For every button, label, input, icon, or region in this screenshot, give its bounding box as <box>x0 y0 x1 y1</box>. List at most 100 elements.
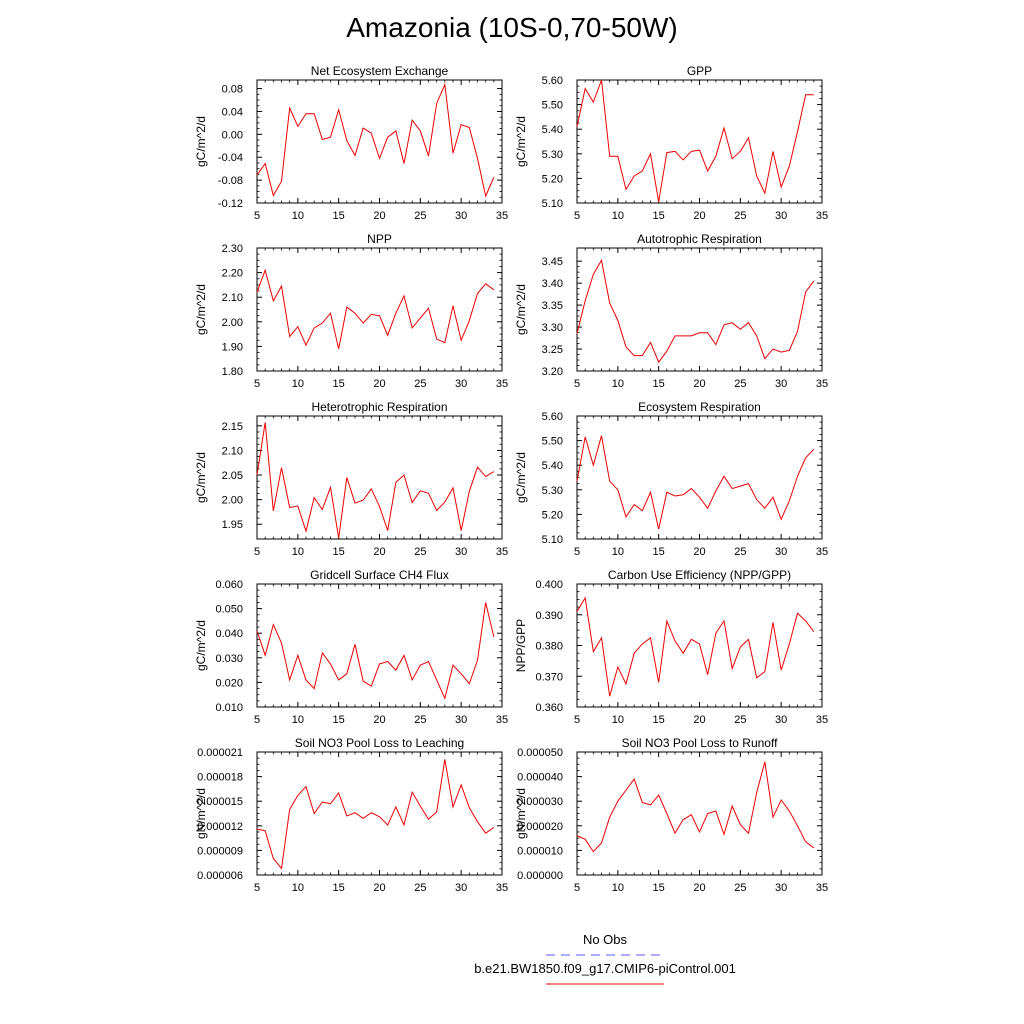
x-tick-label: 20 <box>693 714 705 726</box>
x-tick-label: 15 <box>653 210 665 222</box>
y-axis-label: gC/m^2/d <box>514 452 528 503</box>
plot-frame <box>576 415 823 540</box>
x-tick-label: 30 <box>455 714 467 726</box>
series-line <box>256 268 495 349</box>
y-tick-label: 0.030 <box>215 653 243 665</box>
series-line <box>256 422 495 539</box>
x-tick-label: 5 <box>574 210 580 222</box>
x-tick-label: 30 <box>775 546 787 558</box>
panel-5: Heterotrophic Respiration gC/m^2/d 5 10 15 20… <box>194 400 508 558</box>
x-tick-label: 15 <box>333 714 345 726</box>
x-tick-label: 35 <box>496 882 508 894</box>
y-axis-label: gN/m^2/d <box>194 788 208 839</box>
panel-title: Soil NO3 Pool Loss to Runoff <box>622 736 779 750</box>
y-tick-label: 0.000020 <box>517 821 563 833</box>
y-tick-label: -0.12 <box>218 198 243 210</box>
x-tick-label: 15 <box>333 378 345 390</box>
x-tick-label: 30 <box>775 714 787 726</box>
plot-frame <box>256 583 503 708</box>
y-tick-label: 2.05 <box>222 470 243 482</box>
panel-title: Ecosystem Respiration <box>638 400 761 414</box>
y-tick-label: 2.15 <box>222 421 243 433</box>
x-tick-label: 20 <box>693 546 705 558</box>
plot-frame <box>576 751 823 876</box>
x-tick-label: 30 <box>775 210 787 222</box>
y-tick-label: 2.00 <box>222 317 243 329</box>
y-tick-label: 5.60 <box>542 75 563 87</box>
x-tick-label: 20 <box>373 546 385 558</box>
y-tick-label: 5.10 <box>542 534 563 546</box>
y-tick-label: 5.10 <box>542 198 563 210</box>
panel-title: Carbon Use Efficiency (NPP/GPP) <box>608 568 791 582</box>
y-tick-label: 0.000021 <box>197 747 243 759</box>
panel-title: GPP <box>687 64 712 78</box>
x-tick-label: 30 <box>455 546 467 558</box>
y-axis-label: gC/m^2/d <box>514 284 528 335</box>
x-tick-label: 30 <box>455 378 467 390</box>
y-tick-label: 0.040 <box>215 628 243 640</box>
y-tick-label: 0.010 <box>215 702 243 714</box>
x-tick-label: 25 <box>414 378 426 390</box>
panel-10: Soil NO3 Pool Loss to Runoff gN/m^2/d 5 10 1… <box>514 736 828 894</box>
y-tick-label: 0.000009 <box>197 845 243 857</box>
x-tick-label: 25 <box>414 714 426 726</box>
y-tick-label: 3.40 <box>542 278 563 290</box>
y-tick-label: 3.20 <box>542 366 563 378</box>
y-tick-label: 0.000015 <box>197 796 243 808</box>
y-tick-label: 5.60 <box>542 411 563 423</box>
x-tick-label: 25 <box>734 378 746 390</box>
series-line <box>576 435 815 530</box>
y-tick-label: 3.25 <box>542 344 563 356</box>
x-tick-label: 15 <box>653 546 665 558</box>
y-tick-label: 0.050 <box>215 604 243 616</box>
y-tick-label: 5.50 <box>542 436 563 448</box>
y-tick-label: 0.000000 <box>517 870 563 882</box>
x-tick-label: 10 <box>292 546 304 558</box>
plot-frame <box>256 79 503 204</box>
y-axis-label: gC/m^2/d <box>194 620 208 671</box>
y-tick-label: 2.10 <box>222 292 243 304</box>
x-tick-label: 5 <box>574 882 580 894</box>
y-tick-label: 5.20 <box>542 509 563 521</box>
plot-frame <box>256 751 503 876</box>
x-tick-label: 15 <box>333 210 345 222</box>
x-tick-label: 5 <box>254 882 260 894</box>
y-tick-label: 3.30 <box>542 322 563 334</box>
x-tick-label: 35 <box>816 210 828 222</box>
x-tick-label: 10 <box>292 882 304 894</box>
x-tick-label: 20 <box>693 378 705 390</box>
plot-frame <box>256 415 503 540</box>
x-tick-label: 10 <box>292 714 304 726</box>
x-tick-label: 25 <box>734 546 746 558</box>
y-tick-label: 0.000006 <box>197 870 243 882</box>
panel-8: Carbon Use Efficiency (NPP/GPP) NPP/GPP 5 1… <box>514 568 828 726</box>
y-tick-label: 0.000018 <box>197 772 243 784</box>
series-line <box>256 759 495 870</box>
y-tick-label: 5.20 <box>542 173 563 185</box>
plot-frame <box>576 79 823 204</box>
panel-title: Heterotrophic Respiration <box>311 400 447 414</box>
x-tick-label: 15 <box>653 378 665 390</box>
x-tick-label: 5 <box>254 210 260 222</box>
y-tick-label: 0.000040 <box>517 772 563 784</box>
x-tick-label: 30 <box>775 378 787 390</box>
x-tick-label: 5 <box>574 546 580 558</box>
y-tick-label: 0.360 <box>535 702 563 714</box>
panel-6: Ecosystem Respiration gC/m^2/d 5 10 15 20 25 30… <box>514 400 828 558</box>
y-axis-label: NPP/GPP <box>514 619 528 672</box>
plot-frame <box>576 247 823 372</box>
y-tick-label: 0.000012 <box>197 821 243 833</box>
x-tick-label: 35 <box>496 378 508 390</box>
x-tick-label: 5 <box>254 546 260 558</box>
x-tick-label: 10 <box>292 210 304 222</box>
x-tick-label: 25 <box>734 714 746 726</box>
y-axis-label: gC/m^2/d <box>194 452 208 503</box>
x-tick-label: 20 <box>373 210 385 222</box>
y-tick-label: 2.00 <box>222 495 243 507</box>
panel-7: Gridcell Surface CH4 Flux gC/m^2/d 5 10 15 20… <box>194 568 508 726</box>
x-tick-label: 35 <box>816 714 828 726</box>
x-tick-label: 5 <box>574 378 580 390</box>
x-tick-label: 35 <box>816 546 828 558</box>
y-tick-label: 2.10 <box>222 445 243 457</box>
